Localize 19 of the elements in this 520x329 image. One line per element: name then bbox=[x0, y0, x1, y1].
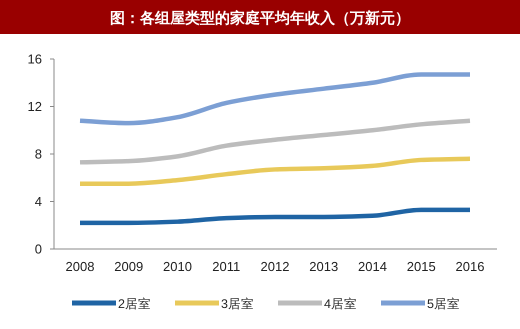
legend-label: 5居室 bbox=[427, 296, 460, 311]
y-tick-label: 16 bbox=[28, 52, 42, 66]
x-tick-label: 2008 bbox=[66, 259, 94, 274]
y-tick-label: 0 bbox=[34, 242, 42, 256]
y-tick-label: 12 bbox=[28, 99, 42, 114]
y-tick-label: 4 bbox=[34, 194, 42, 209]
legend-label: 2居室 bbox=[118, 296, 151, 311]
chart-title: 图：各组屋类型的家庭平均年收入（万新元） bbox=[110, 9, 410, 27]
legend-label: 4居室 bbox=[324, 296, 357, 311]
x-tick-label: 2014 bbox=[358, 259, 387, 274]
x-tick-label: 2016 bbox=[456, 259, 484, 274]
x-tick-label: 2012 bbox=[260, 259, 290, 274]
y-tick-label: 8 bbox=[34, 146, 42, 162]
x-tick-label: 2011 bbox=[212, 259, 240, 274]
legend-label: 3居室 bbox=[221, 296, 254, 311]
x-tick-label: 2015 bbox=[406, 259, 436, 274]
x-tick-label: 2013 bbox=[309, 259, 338, 274]
x-tick-label: 2009 bbox=[114, 259, 144, 274]
x-tick-label: 2010 bbox=[163, 259, 192, 274]
